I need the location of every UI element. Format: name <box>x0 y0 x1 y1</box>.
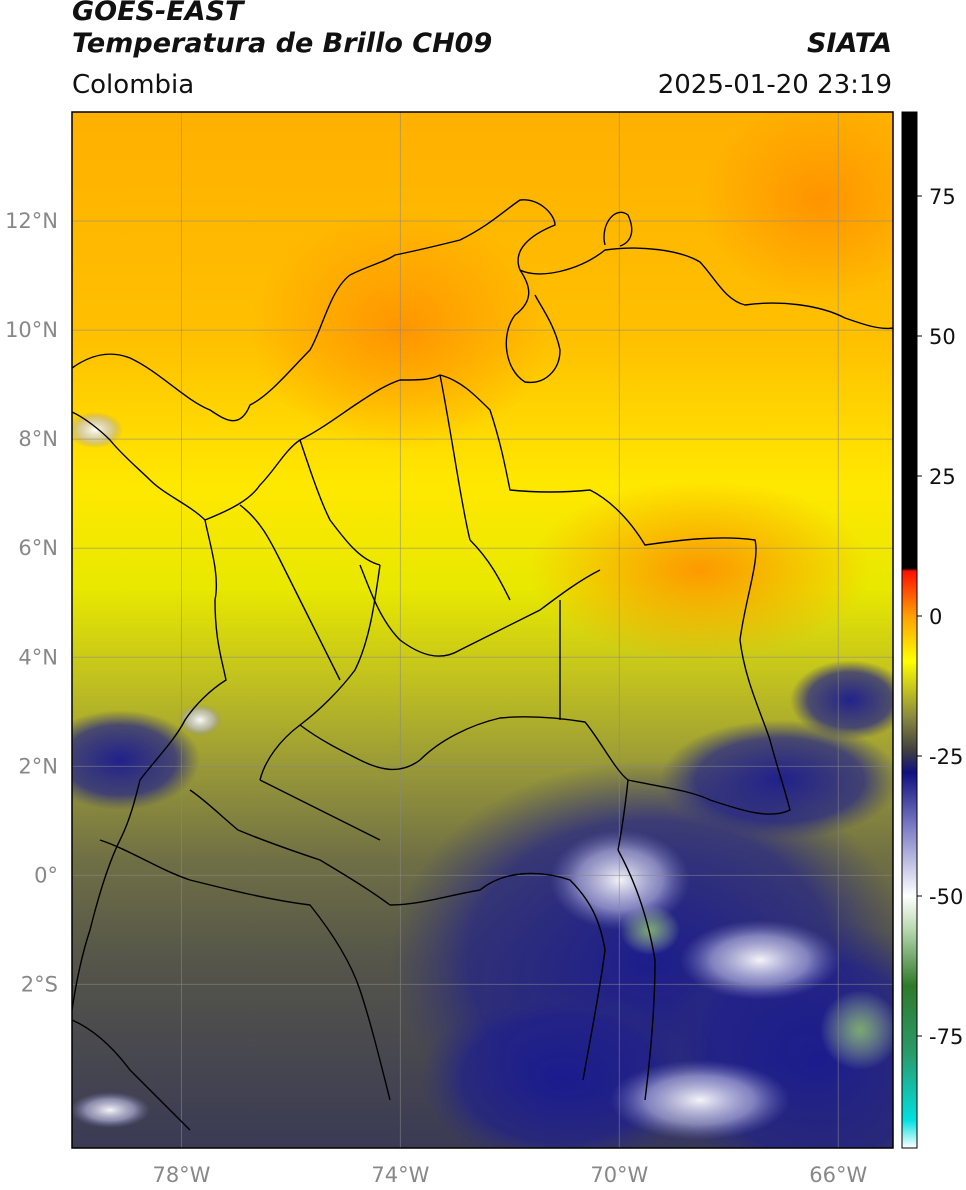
colorbar-tick-label: -25 <box>929 745 963 769</box>
product-title: Temperatura de Brillo CH09 <box>72 28 493 59</box>
colorbar-ticks: 75 50 25 0 -25 -50 -75 <box>917 185 963 1049</box>
colorbar-tick-label: -75 <box>929 1025 963 1049</box>
colorbar-tick-label: 50 <box>929 325 956 349</box>
latitude-tick-label: 12°N <box>5 209 58 233</box>
organization-label: SIATA <box>806 28 892 59</box>
latitude-tick-label: 2°N <box>18 754 58 778</box>
latitude-tick-label: 10°N <box>5 318 58 342</box>
latitude-tick-label: 6°N <box>18 536 58 560</box>
latitude-tick-label: 0° <box>34 863 58 887</box>
colorbar-frame <box>901 111 918 1149</box>
colorbar-tick-label: -50 <box>929 885 963 909</box>
colorbar-tick-label: 25 <box>929 465 956 489</box>
longitude-labels: 78°W 74°W 70°W 66°W <box>152 1163 867 1187</box>
latitude-tick-label: 8°N <box>18 427 58 451</box>
timestamp-label: 2025-01-20 23:19 <box>657 70 892 100</box>
map-frame <box>71 111 894 1149</box>
map-gridlines <box>72 112 893 1148</box>
map-imagery <box>72 112 893 1148</box>
colorbar-tick-label: 75 <box>929 185 956 209</box>
longitude-tick-label: 66°W <box>809 1163 867 1187</box>
latitude-tick-label: 4°N <box>18 645 58 669</box>
longitude-tick-label: 70°W <box>590 1163 648 1187</box>
colorbar-scale <box>902 112 917 1148</box>
longitude-tick-label: 74°W <box>371 1163 429 1187</box>
longitude-tick-label: 78°W <box>152 1163 210 1187</box>
colorbar-tick-label: 0 <box>929 605 942 629</box>
region-label: Colombia <box>72 70 195 100</box>
map-borders <box>72 199 893 1131</box>
satellite-title: GOES-EAST <box>72 0 244 27</box>
latitude-tick-label: 2°S <box>21 972 58 996</box>
latitude-labels: 12°N 10°N 8°N 6°N 4°N 2°N 0° 2°S <box>5 209 58 996</box>
